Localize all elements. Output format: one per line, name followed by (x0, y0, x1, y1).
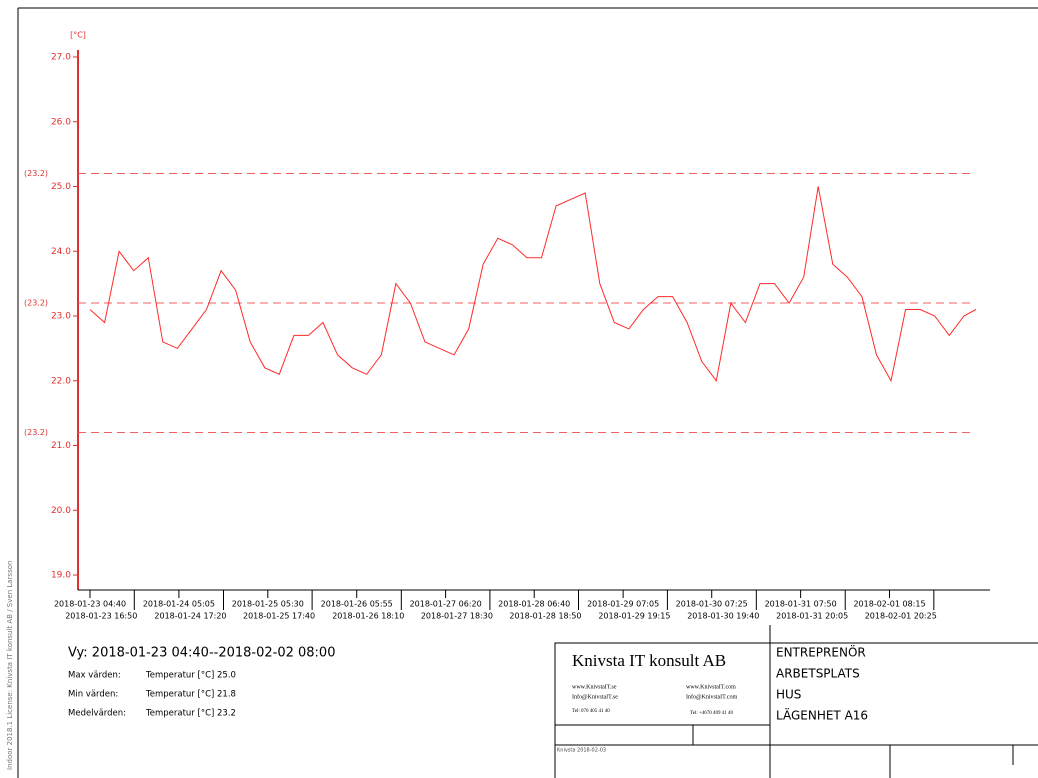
x-tick-label: 2018-01-29 19:15 (598, 612, 670, 621)
tel: Tel: 070 405 41 40 (572, 709, 610, 714)
x-tick-label: 2018-01-31 20:05 (776, 612, 848, 621)
tb-frame (554, 642, 1038, 778)
x-tick-label: 2018-01-28 06:40 (498, 600, 570, 609)
company: Knivsta IT konsult AB (572, 651, 726, 670)
x-tick-label: 2018-01-30 19:40 (687, 612, 759, 621)
x-tick-label: 2018-01-27 06:20 (410, 600, 482, 609)
mail: Info@KnivstaIT.se (572, 693, 618, 700)
y-tick-label: 23.0 (51, 312, 71, 322)
x-tick-label: 2018-02-01 08:15 (853, 600, 925, 609)
tel: Tel: +4670 409 41 40 (690, 711, 734, 716)
side-text: Indoor 2018.1 License: Knivsta IT konsul… (6, 561, 14, 770)
title-field: HUS (776, 688, 801, 702)
x-tick-label: 2018-01-23 16:50 (65, 612, 137, 621)
temperature-line (89, 186, 977, 383)
title-field: ENTREPRENÖR (776, 644, 866, 660)
x-tick-label: 2018-01-31 07:50 (765, 600, 837, 609)
title-field: ARBETSPLATS (776, 667, 860, 681)
x-tick-label: 2018-01-24 05:05 (143, 600, 215, 609)
y-tick-label: 24.0 (51, 247, 71, 257)
web: www.KnivstaIT.com (686, 684, 736, 690)
y-tick-label: 20.0 (51, 506, 71, 516)
mail: Info@KnivstaIT.com (686, 693, 738, 700)
reference-label: (23.2) (24, 299, 48, 308)
y-tick-label: 27.0 (51, 53, 71, 63)
x-tick-label: 2018-01-26 18:10 (332, 612, 404, 621)
x-tick-label: 2018-02-01 20:25 (865, 612, 937, 621)
stat-value: Temperatur [°C] 23.2 (145, 709, 236, 719)
web: www.KnivstaIT.se (572, 684, 617, 690)
x-tick-label: 2018-01-24 17:20 (154, 612, 226, 621)
x-tick-label: 2018-01-29 07:05 (587, 600, 659, 609)
title-block (554, 625, 1038, 778)
stat-label: Medelvärden: (68, 709, 126, 719)
x-tick-label: 2018-01-25 05:30 (232, 600, 304, 609)
x-tick-label: 2018-01-27 18:30 (421, 612, 493, 621)
reference-label: (23.2) (24, 428, 48, 437)
y-tick-label: 22.0 (51, 376, 71, 386)
reference-label: (23.2) (24, 169, 48, 178)
place-date: Knivsta 2018-02-03 (557, 748, 606, 754)
stat-value: Temperatur [°C] 25.0 (145, 671, 236, 681)
stat-label: Min värden: (68, 690, 118, 700)
view: Vy: 2018-01-23 04:40--2018-02-02 08:00 (68, 646, 335, 661)
y-tick-label: 19.0 (51, 571, 71, 581)
y-tick-label: 21.0 (51, 441, 71, 451)
y-tick-label: 26.0 (51, 117, 71, 127)
stat-label: Max värden: (68, 671, 121, 681)
y-tick-label: 25.0 (51, 182, 71, 192)
y-unit: [°C] (70, 31, 86, 40)
x-tick-label: 2018-01-30 07:25 (676, 600, 748, 609)
x-tick-label: 2018-01-25 17:40 (243, 612, 315, 621)
x-tick-label: 2018-01-28 18:50 (509, 612, 581, 621)
x-tick-label: 2018-01-23 04:40 (54, 600, 126, 609)
stat-value: Temperatur [°C] 21.8 (145, 690, 236, 700)
title-field: LÄGENHET A16 (776, 708, 868, 723)
x-tick-label: 2018-01-26 05:55 (321, 600, 393, 609)
